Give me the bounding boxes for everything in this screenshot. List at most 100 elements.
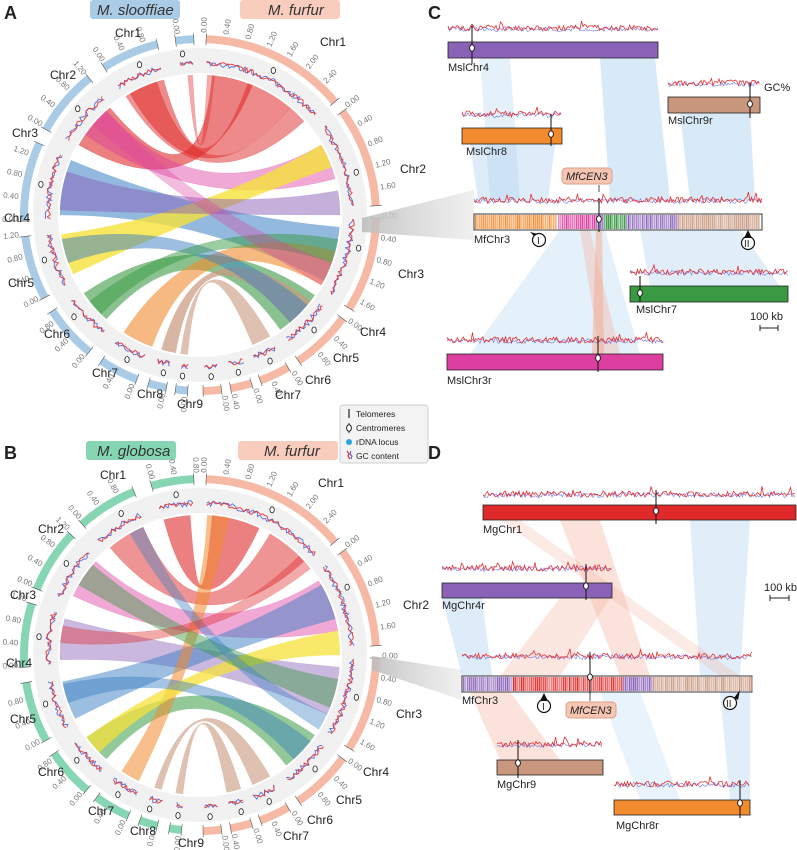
gc-track — [441, 565, 612, 573]
telomere-mark — [40, 737, 52, 744]
synteny-segment — [710, 215, 712, 229]
chromosome-band — [258, 803, 290, 825]
synteny-ribbon — [89, 233, 339, 315]
tick-label: 2.00 — [304, 492, 321, 510]
centromere-mark — [653, 507, 659, 515]
gc-track-line — [253, 785, 275, 798]
chromosome-band — [147, 379, 168, 392]
synteny-segment — [627, 677, 629, 691]
tick-label: 0.80 — [7, 695, 25, 708]
tick-label: 0.40 — [332, 334, 350, 352]
chromosome-band — [20, 141, 43, 222]
synteny-segment — [560, 215, 562, 229]
synteny-segment — [537, 677, 539, 691]
centromere-mark — [238, 808, 244, 816]
gc-track-line — [74, 742, 101, 773]
synteny-segment — [543, 677, 545, 691]
centromere-mark — [548, 130, 554, 138]
synteny-segment — [658, 215, 660, 229]
chr-label: Chr1 — [320, 35, 346, 49]
centromere-mark — [469, 44, 475, 52]
synteny-segment — [561, 677, 563, 691]
gc-track — [447, 20, 659, 32]
mfchr3-c-segments — [475, 215, 760, 229]
gc-track-line — [324, 125, 354, 206]
chr-label: Chr5 — [333, 351, 359, 365]
telomere-mark — [85, 73, 94, 84]
synteny-segment — [622, 215, 624, 229]
chr-label: Chr7 — [275, 388, 301, 402]
synteny-segment — [463, 677, 465, 691]
synteny-segment — [497, 677, 499, 691]
gc-track — [496, 741, 603, 749]
chr-label: Chr2 — [50, 68, 76, 82]
chromosome-band — [229, 379, 253, 393]
synteny-segment — [630, 215, 632, 229]
tick-label: 1.60 — [358, 297, 376, 313]
synteny-segment — [681, 677, 683, 691]
gc-track-line — [204, 363, 218, 369]
gc-track-line — [148, 797, 163, 804]
synteny-segment — [594, 215, 596, 229]
synteny-segment — [545, 677, 547, 691]
synteny-segment — [547, 215, 549, 229]
synteny-segment — [591, 677, 593, 691]
synteny-segment — [750, 215, 752, 229]
synteny-segment — [697, 677, 699, 691]
centromere-mark — [147, 805, 153, 813]
synteny-segment — [636, 215, 638, 229]
synteny-segment — [597, 677, 599, 691]
synteny-segment — [467, 677, 469, 691]
legend-gc: GC content — [356, 451, 400, 461]
synteny-segment — [693, 677, 695, 691]
chrom-label-mslchr7: MslChr7 — [636, 304, 677, 316]
synteny-segment — [733, 677, 735, 691]
synteny-segment — [571, 677, 573, 691]
chromosome-band — [150, 475, 194, 490]
synteny-segment — [513, 215, 515, 229]
synteny-segment — [645, 677, 647, 691]
synteny-segment — [539, 677, 541, 691]
synteny-segment — [640, 215, 642, 229]
synteny-segment — [752, 215, 754, 229]
synteny-segment — [748, 215, 750, 229]
telomere-mark — [40, 126, 52, 133]
gc-track — [441, 560, 612, 573]
synteny-segment — [580, 215, 582, 229]
centromere-mark — [118, 510, 124, 517]
synteny-segment — [667, 677, 669, 691]
synteny-segment — [584, 215, 586, 229]
telomere-mark — [344, 744, 355, 752]
gc-icon — [346, 450, 351, 460]
telomere-mark — [337, 547, 348, 556]
synteny-segment — [756, 215, 758, 229]
synteny-segment — [659, 677, 661, 691]
tick-label: 1.20 — [12, 144, 30, 158]
chrom-bar-mgchr4r — [441, 582, 613, 599]
synteny-segment — [574, 215, 576, 229]
gc-track-line — [206, 61, 315, 116]
synteny-segment — [623, 677, 625, 691]
chr-label: Chr9 — [178, 836, 204, 850]
synteny-ribbon — [109, 526, 305, 606]
synteny-segment — [505, 677, 507, 691]
telomere-mark — [294, 795, 303, 807]
synteny-band — [690, 520, 750, 676]
synteny-segment — [741, 677, 743, 691]
synteny-segment — [605, 677, 607, 691]
tick-label: 0.00 — [113, 818, 128, 836]
chromosome-band — [21, 235, 49, 300]
gc-track-line — [112, 779, 138, 795]
chrom-label-mgchr8r: MgChr8r — [616, 820, 659, 832]
legend-telomeres: Telomeres — [356, 409, 395, 419]
gc-track — [473, 191, 763, 205]
centromere-mark — [63, 560, 69, 567]
panel-label-c: C — [428, 3, 441, 23]
gc-track-line — [181, 364, 189, 369]
synteny-segment — [749, 677, 751, 691]
tick-label: 0.40 — [230, 833, 242, 850]
centromere-mark — [173, 491, 179, 499]
marker-one-c — [531, 232, 547, 248]
chrom-bar-mgchr8r — [613, 799, 751, 816]
tick-label: 0.80 — [6, 252, 24, 265]
